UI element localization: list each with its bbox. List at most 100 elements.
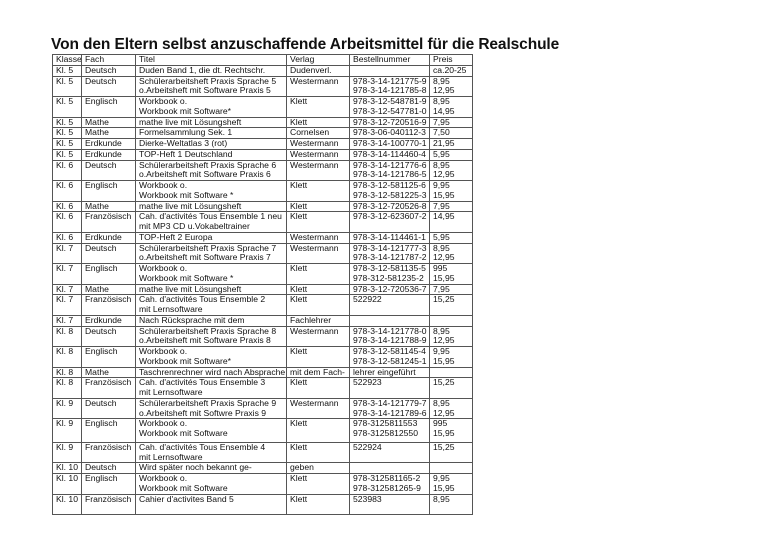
cell-bestellnummer: 978-3-14-121777-3 978-3-14-121787-2 [349, 242, 430, 264]
verlag-line: mit dem Fach- [290, 367, 345, 377]
cell-bestellnummer: 978-312581165-2 978-312581265-9 [349, 473, 430, 495]
cell-klasse: Kl. 7 [52, 263, 82, 285]
cell-titel: Workbook o. Workbook mit Software * [135, 263, 287, 285]
preis-line: 5,95 [433, 232, 450, 242]
verlag-line: Klett [290, 346, 308, 356]
titel-line: Formelsammlung Sek. 1 [139, 127, 233, 138]
preis-line [433, 368, 472, 377]
titel-line: Schülerarbeitsheft Praxis Sprache 8 [139, 326, 277, 336]
cell-fach: Mathe [81, 200, 136, 213]
cell-klasse: Kl. 8 [52, 377, 82, 399]
cell-preis: 8,95 [429, 493, 473, 515]
klasse-line: Kl. 8 [56, 367, 74, 377]
titel-line: Workbook o. [139, 346, 188, 356]
cell-fach: Deutsch [81, 64, 136, 77]
preis-line [433, 316, 472, 325]
cell-titel: Schülerarbeitsheft Praxis Sprache 7 o.Arb… [135, 242, 287, 264]
cell-fach: Englisch [81, 473, 136, 495]
cell-verlag: Klett [286, 283, 350, 296]
cell-fach: Englisch [81, 346, 136, 368]
preis-line: 995 [433, 263, 448, 273]
table-row: Kl. 6 Erdkunde TOP-Heft 2 Europa Westermann… [52, 231, 473, 244]
table-row: Kl. 8 Englisch Workbook o. Workbook mit Sof… [52, 346, 473, 368]
cell-verlag: Klett [286, 116, 350, 129]
bestellnummer-line: 978-312-581235-2 [353, 272, 424, 283]
cell-klasse: Kl. 6 [52, 200, 82, 213]
preis-line: 15,95 [433, 272, 455, 283]
titel-line: o.Arbeitsheft mit Software Praxis 8 [139, 335, 271, 346]
cell-fach: Französisch [81, 441, 136, 464]
cell-preis: 8,95 12,95 [429, 325, 473, 347]
cell-bestellnummer: 978-3-14-114460-4 [349, 148, 430, 161]
fach-line: Englisch [85, 346, 118, 356]
table-row: Kl. 8 Mathe Taschrenrechner wird nach Absp… [52, 366, 473, 379]
verlag-line: Dudenverl. [290, 65, 332, 75]
bestellnummer-line: 978-3-12-720526-8 [353, 201, 427, 211]
titel-line: Workbook mit Software* [139, 105, 232, 116]
cell-titel: mathe live mit Lösungsheft [135, 200, 287, 213]
verlag-line: Westermann [290, 149, 339, 159]
cell-preis: 9,95 15,95 [429, 346, 473, 368]
klasse-line: Kl. 6 [56, 232, 74, 242]
cell-preis: 21,95 [429, 138, 473, 150]
cell-fach: Englisch [81, 418, 136, 443]
klasse-line: Kl. 9 [56, 442, 74, 452]
preis-line: 12,95 [433, 85, 455, 96]
cell-titel: Cah. d'activités Tous Ensemble 1 neu mit … [135, 211, 287, 233]
bestellnummer-line [353, 316, 429, 325]
cell-bestellnummer: 522922 [349, 294, 430, 316]
klasse-line: Kl. 5 [56, 76, 74, 86]
cell-verlag: Klett [286, 493, 350, 515]
table-row: Kl. 5 Englisch Workbook o. Workbook mit Sof… [52, 96, 473, 118]
fach-line: Französisch [85, 442, 132, 452]
cell-klasse: Kl. 5 [52, 148, 82, 161]
preis-line: 8,95 [433, 160, 450, 170]
cell-verlag: Klett [286, 180, 350, 202]
bestellnummer-line [353, 66, 429, 75]
cell-titel: Cah. d'activités Tous Ensemble 4 mit Lern… [135, 441, 287, 464]
cell-klasse: Kl. 9 [52, 441, 82, 464]
titel-line: mit Lernsoftware [139, 387, 203, 397]
cell-klasse: Kl. 7 [52, 283, 82, 296]
titel-line: mit MP3 CD u.Vokabeltrainer [139, 221, 250, 231]
titel-line: o.Arbeitsheft mit Software Praxis 5 [139, 85, 271, 96]
cell-fach: Deutsch [81, 325, 136, 347]
bestellnummer-line: 978-3-14-121786-5 [353, 169, 427, 180]
verlag-line: Klett [290, 180, 308, 190]
preis-line: 995 [433, 418, 448, 429]
cell-bestellnummer: 978-3-06-040112-3 [349, 127, 430, 139]
cell-preis: 8,95 12,95 [429, 242, 473, 264]
cell-bestellnummer: 978-3-12-720536-7 [349, 283, 430, 296]
header-titel: Titel [135, 54, 287, 66]
fach-line: Erdkunde [85, 138, 122, 148]
cell-preis: 995 15,95 [429, 263, 473, 285]
cell-verlag: Westermann [286, 231, 350, 244]
table-row: Kl. 7 Mathe mathe live mit Lösungsheft Klet… [52, 283, 473, 296]
verlag-line: Klett [290, 294, 308, 305]
preis-line: 12,95 [433, 169, 455, 180]
preis-line: 15,95 [433, 428, 455, 438]
table-row: Kl. 9 Französisch Cah. d'activités Tous En… [52, 441, 473, 464]
bestellnummer-line: 978-3-14-121789-6 [353, 407, 427, 418]
cell-fach: Mathe [81, 127, 136, 139]
verlag-line: Klett [290, 263, 308, 273]
cell-bestellnummer: 978-3-14-121778-0 978-3-14-121788-9 [349, 325, 430, 347]
cell-verlag: Klett [286, 96, 350, 118]
fach-line: Deutsch [85, 76, 117, 86]
verlag-line: Westermann [290, 232, 339, 242]
preis-line: 8,95 [433, 494, 450, 504]
cell-verlag: Klett [286, 200, 350, 213]
cell-titel: mathe live mit Lösungsheft [135, 283, 287, 296]
bestellnummer-line: 978-3-14-114460-4 [353, 149, 426, 159]
cell-verlag: geben [286, 462, 350, 474]
cell-bestellnummer: 978-3-14-121779-7 978-3-14-121789-6 [349, 397, 430, 420]
cell-preis: 995 15,95 [429, 418, 473, 443]
cell-preis: 15,25 [429, 377, 473, 399]
titel-line: Cah. d'activités Tous Ensemble 2 [139, 294, 266, 305]
klasse-line: Kl. 7 [56, 263, 74, 273]
cell-verlag: Cornelsen [286, 127, 350, 139]
fach-line: Französisch [85, 494, 132, 504]
fach-line: Deutsch [85, 65, 117, 75]
preis-line: 8,95 [433, 96, 450, 106]
cell-klasse: Kl. 5 [52, 75, 82, 97]
